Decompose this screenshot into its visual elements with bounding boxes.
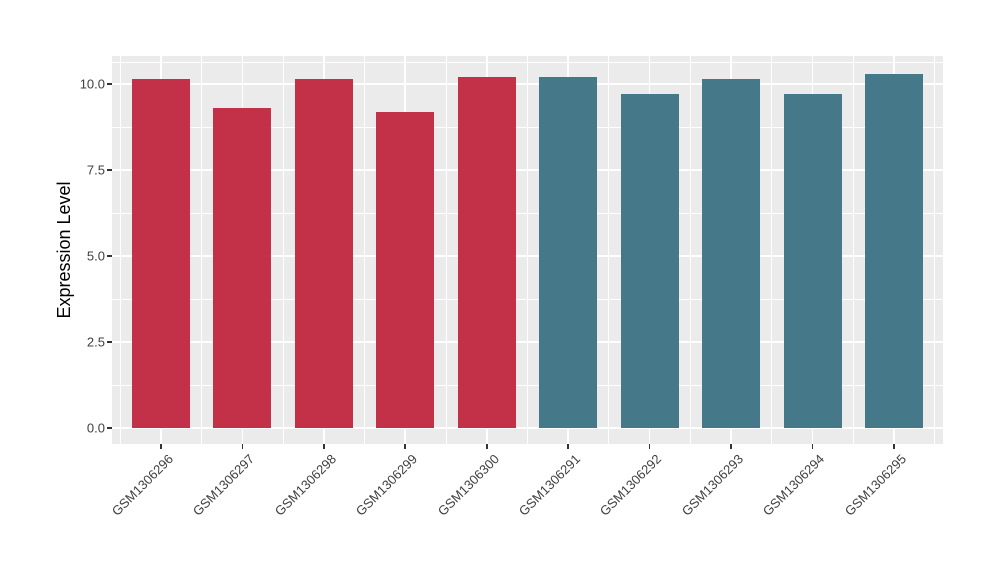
x-axis-tick-label: GSM1306298: [271, 451, 339, 519]
bar-GSM1306297: [213, 108, 272, 428]
bar-GSM1306299: [376, 111, 435, 428]
bar-GSM1306295: [865, 73, 924, 428]
gridline-minor-vertical: [852, 56, 854, 444]
x-axis-tick-mark: [567, 444, 570, 449]
gridline-minor-vertical: [527, 56, 528, 444]
gridline-minor-vertical: [689, 56, 691, 444]
x-axis-tick-label: GSM1306300: [434, 451, 502, 519]
x-axis-tick-label: GSM1306291: [515, 451, 584, 519]
bar-GSM1306298: [294, 78, 353, 428]
y-axis-tick-label: 7.5: [86, 162, 105, 178]
x-axis-tick-label: GSM1306299: [352, 451, 421, 519]
x-axis-tick-mark: [730, 444, 732, 449]
bar-GSM1306296: [131, 78, 190, 428]
y-axis-tick-label: 5.0: [86, 248, 105, 264]
bar-GSM1306293: [702, 78, 761, 428]
gridline-minor-vertical: [934, 56, 936, 444]
x-axis-tick-mark: [404, 444, 407, 449]
gridline-minor-vertical: [364, 56, 366, 444]
gridline-minor-vertical: [445, 56, 447, 444]
bar-GSM1306300: [457, 77, 516, 428]
x-axis-tick-mark: [485, 444, 488, 449]
gridline-minor-vertical: [119, 56, 121, 444]
y-axis-tick-mark: [107, 427, 112, 429]
x-axis-tick-mark: [241, 444, 244, 449]
x-axis-tick-label: GSM1306296: [108, 451, 176, 519]
y-axis-tick-mark: [107, 83, 112, 85]
bar-GSM1306291: [539, 77, 598, 428]
x-axis-tick-mark: [811, 444, 814, 449]
y-axis-title: Expression Level: [54, 181, 74, 319]
y-axis-tick-label: 0.0: [86, 420, 105, 436]
x-axis-tick-label: GSM1306297: [189, 451, 258, 519]
x-axis-tick-mark: [323, 444, 325, 449]
x-axis-tick-label: GSM1306295: [841, 451, 910, 519]
gridline-minor-vertical: [201, 56, 203, 444]
x-axis-tick-label: GSM1306293: [678, 451, 747, 519]
y-axis-tick-mark: [107, 341, 112, 343]
x-axis-tick-mark: [893, 444, 895, 449]
y-axis-tick-mark: [107, 255, 112, 257]
gridline-minor-vertical: [282, 56, 284, 444]
x-axis-tick-mark: [648, 444, 651, 449]
y-axis-tick-mark: [107, 169, 112, 171]
x-axis-tick-label: GSM1306292: [597, 451, 665, 519]
y-axis-tick-label: 10.0: [79, 76, 105, 92]
bar-GSM1306292: [620, 94, 679, 428]
gridline-minor-vertical: [771, 56, 773, 444]
gridline-minor-vertical: [608, 56, 610, 444]
x-axis-tick-label: GSM1306294: [760, 451, 828, 519]
x-axis-tick-mark: [160, 444, 162, 449]
y-axis-tick-label: 2.5: [86, 334, 105, 350]
bar-GSM1306294: [783, 94, 842, 428]
plot-panel: [112, 56, 943, 444]
